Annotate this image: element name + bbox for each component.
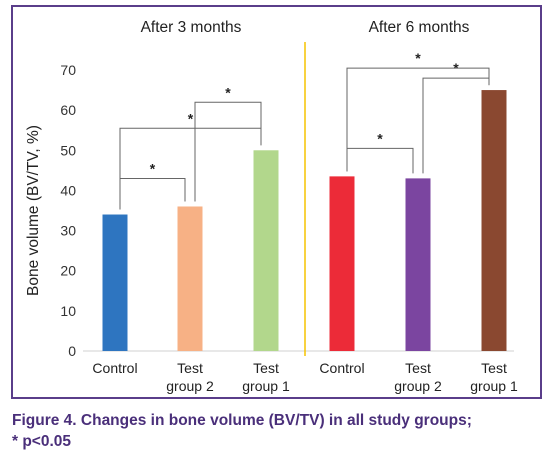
x-tick-label: group 2 [166, 378, 214, 394]
significance-bracket [194, 101, 262, 202]
caption-line-2: * p<0.05 [12, 433, 72, 450]
bar [253, 150, 279, 351]
chart-frame: 0 10 20 30 40 50 60 70 Bone volume (BV/TV, %) Aft… [11, 5, 542, 399]
y-tick-label: 20 [60, 263, 76, 279]
x-tick-label: Control [92, 360, 137, 376]
bar [405, 178, 431, 351]
y-tick-label: 40 [60, 182, 76, 198]
x-tick-label: group 1 [242, 378, 290, 394]
significance-bracket [422, 77, 490, 174]
significance-bracket [119, 177, 186, 210]
x-tick-label: Test [177, 360, 203, 376]
y-tick-label: 10 [60, 303, 76, 319]
bar [177, 206, 203, 351]
bar [102, 214, 128, 351]
significance-star: * [225, 84, 231, 100]
significance-star: * [188, 110, 194, 126]
caption-line-1: Figure 4. Changes in bone volume (BV/TV)… [12, 412, 472, 429]
bar [481, 90, 507, 352]
y-tick-label: 60 [60, 102, 76, 118]
y-tick-label: 50 [60, 142, 76, 158]
figure-caption: Figure 4. Changes in bone volume (BV/TV)… [12, 410, 547, 452]
x-tick-label: Test [481, 360, 507, 376]
panel-title: After 6 months [369, 19, 470, 36]
y-tick-label: 30 [60, 223, 76, 239]
significance-star: * [150, 160, 156, 176]
significance-star: * [377, 130, 383, 146]
y-tick-label: 70 [60, 62, 76, 78]
bar [329, 176, 355, 351]
x-tick-label: Test [405, 360, 431, 376]
x-tick-label: Test [253, 360, 279, 376]
x-tick-label: group 2 [394, 378, 442, 394]
panel-title: After 3 months [141, 19, 242, 36]
significance-bracket [346, 67, 490, 172]
x-tick-label: group 1 [470, 378, 518, 394]
y-axis-label: Bone volume (BV/TV, %) [25, 125, 42, 296]
y-tick-label: 0 [68, 343, 76, 359]
significance-star: * [415, 50, 421, 66]
significance-bracket [346, 147, 414, 174]
significance-bracket [119, 127, 262, 210]
bar-chart: 0 10 20 30 40 50 60 70 Bone volume (BV/TV, %) Aft… [25, 19, 518, 394]
x-tick-label: Control [319, 360, 364, 376]
